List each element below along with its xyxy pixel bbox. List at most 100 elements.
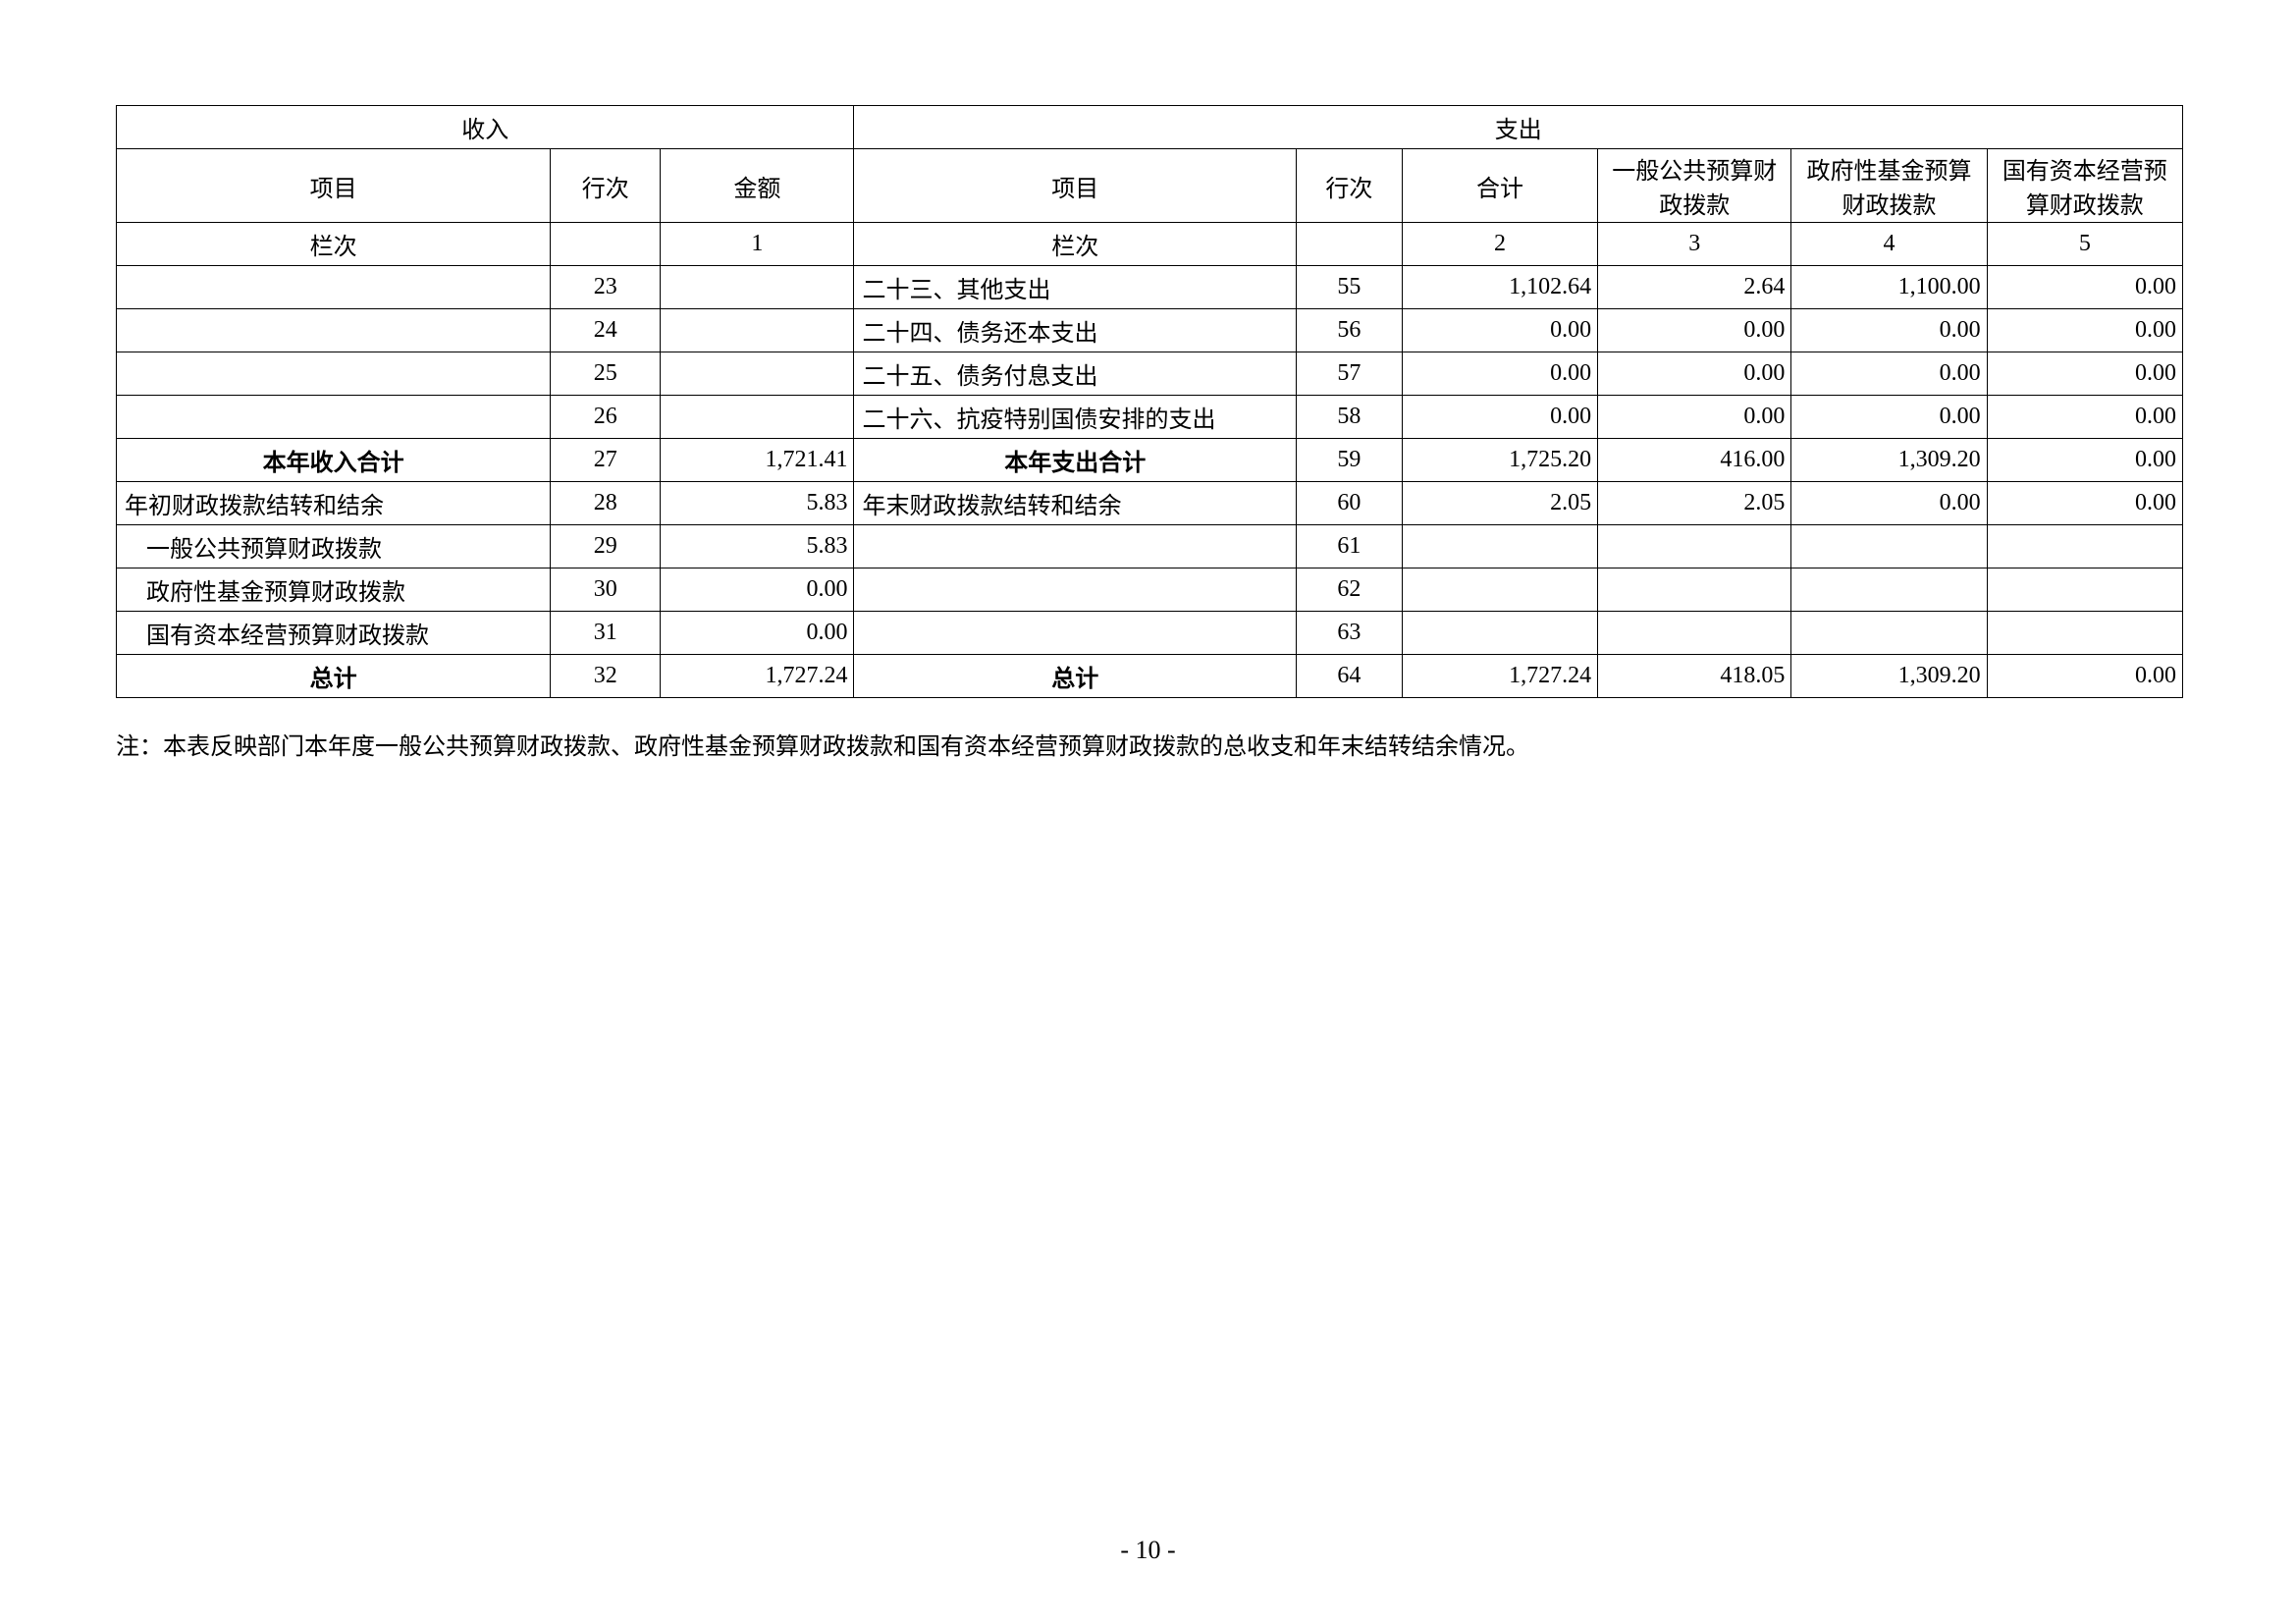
income-amount-cell: 0.00 bbox=[661, 612, 854, 655]
table-row: 国有资本经营预算财政拨款310.0063 bbox=[117, 612, 2183, 655]
income-rownum-cell: 23 bbox=[551, 266, 661, 309]
table-row: 年初财政拨款结转和结余285.83年末财政拨款结转和结余602.052.050.… bbox=[117, 482, 2183, 525]
table-row: 26二十六、抗疫特别国债安排的支出580.000.000.000.00 bbox=[117, 396, 2183, 439]
c5-cell: 0.00 bbox=[1987, 655, 2182, 698]
income-rownum-cell: 31 bbox=[551, 612, 661, 655]
header-expense-group: 支出 bbox=[854, 106, 2183, 149]
income-rownum-cell: 30 bbox=[551, 568, 661, 612]
header-colidx-3: 3 bbox=[1598, 223, 1791, 266]
c4-cell: 1,309.20 bbox=[1791, 439, 1987, 482]
expense-item-cell: 二十三、其他支出 bbox=[854, 266, 1296, 309]
income-amount-cell bbox=[661, 352, 854, 396]
table-row: 24二十四、债务还本支出560.000.000.000.00 bbox=[117, 309, 2183, 352]
total-cell: 1,102.64 bbox=[1402, 266, 1597, 309]
c5-cell bbox=[1987, 525, 2182, 568]
header-colrow-out: 栏次 bbox=[854, 223, 1296, 266]
c3-cell bbox=[1598, 612, 1791, 655]
header-expense-rownum: 行次 bbox=[1296, 149, 1402, 223]
income-item-cell: 总计 bbox=[117, 655, 551, 698]
total-cell: 0.00 bbox=[1402, 352, 1597, 396]
c4-cell: 1,100.00 bbox=[1791, 266, 1987, 309]
income-amount-cell bbox=[661, 266, 854, 309]
expense-item-cell: 二十四、债务还本支出 bbox=[854, 309, 1296, 352]
c4-cell: 0.00 bbox=[1791, 352, 1987, 396]
header-income-group: 收入 bbox=[117, 106, 854, 149]
income-item-cell bbox=[117, 396, 551, 439]
c3-cell: 2.64 bbox=[1598, 266, 1791, 309]
c3-cell: 418.05 bbox=[1598, 655, 1791, 698]
c5-cell: 0.00 bbox=[1987, 266, 2182, 309]
expense-item-cell: 二十六、抗疫特别国债安排的支出 bbox=[854, 396, 1296, 439]
expense-item-cell bbox=[854, 525, 1296, 568]
header-colidx-1: 1 bbox=[661, 223, 854, 266]
table-row: 总计321,727.24总计641,727.24418.051,309.200.… bbox=[117, 655, 2183, 698]
total-cell: 1,727.24 bbox=[1402, 655, 1597, 698]
income-item-cell: 政府性基金预算财政拨款 bbox=[117, 568, 551, 612]
income-item-cell: 本年收入合计 bbox=[117, 439, 551, 482]
table-body: 23二十三、其他支出551,102.642.641,100.000.0024二十… bbox=[117, 266, 2183, 698]
income-item-cell bbox=[117, 352, 551, 396]
c5-cell: 0.00 bbox=[1987, 352, 2182, 396]
expense-rownum-cell: 58 bbox=[1296, 396, 1402, 439]
income-amount-cell: 5.83 bbox=[661, 525, 854, 568]
total-cell: 0.00 bbox=[1402, 309, 1597, 352]
income-amount-cell: 1,727.24 bbox=[661, 655, 854, 698]
c4-cell: 0.00 bbox=[1791, 396, 1987, 439]
expense-item-cell: 二十五、债务付息支出 bbox=[854, 352, 1296, 396]
total-cell: 2.05 bbox=[1402, 482, 1597, 525]
expense-item-cell: 年末财政拨款结转和结余 bbox=[854, 482, 1296, 525]
total-cell: 0.00 bbox=[1402, 396, 1597, 439]
income-item-cell bbox=[117, 309, 551, 352]
c3-cell bbox=[1598, 568, 1791, 612]
c3-cell bbox=[1598, 525, 1791, 568]
c5-cell: 0.00 bbox=[1987, 482, 2182, 525]
income-rownum-cell: 28 bbox=[551, 482, 661, 525]
income-rownum-cell: 25 bbox=[551, 352, 661, 396]
header-blank-in-row bbox=[551, 223, 661, 266]
header-expense-item: 项目 bbox=[854, 149, 1296, 223]
expense-rownum-cell: 62 bbox=[1296, 568, 1402, 612]
footnote: 注：本表反映部门本年度一般公共预算财政拨款、政府性基金预算财政拨款和国有资本经营… bbox=[116, 727, 1529, 761]
header-blank-out-row bbox=[1296, 223, 1402, 266]
page-number: - 10 - bbox=[0, 1536, 2296, 1565]
c4-cell: 1,309.20 bbox=[1791, 655, 1987, 698]
c5-cell: 0.00 bbox=[1987, 439, 2182, 482]
income-rownum-cell: 24 bbox=[551, 309, 661, 352]
header-colidx-2: 2 bbox=[1402, 223, 1597, 266]
expense-rownum-cell: 61 bbox=[1296, 525, 1402, 568]
c3-cell: 2.05 bbox=[1598, 482, 1791, 525]
total-cell bbox=[1402, 568, 1597, 612]
header-colidx-5: 5 bbox=[1987, 223, 2182, 266]
c3-cell: 0.00 bbox=[1598, 309, 1791, 352]
c3-cell: 416.00 bbox=[1598, 439, 1791, 482]
header-colidx-4: 4 bbox=[1791, 223, 1987, 266]
income-item-cell bbox=[117, 266, 551, 309]
expense-rownum-cell: 64 bbox=[1296, 655, 1402, 698]
expense-item-cell bbox=[854, 568, 1296, 612]
budget-table-wrap: 收入 支出 项目 行次 金额 项目 行次 合计 一般公共预算财政拨款 政府性基金… bbox=[116, 105, 2183, 698]
income-item-cell: 年初财政拨款结转和结余 bbox=[117, 482, 551, 525]
c5-cell bbox=[1987, 568, 2182, 612]
expense-rownum-cell: 59 bbox=[1296, 439, 1402, 482]
table-row: 一般公共预算财政拨款295.8361 bbox=[117, 525, 2183, 568]
header-col3: 一般公共预算财政拨款 bbox=[1598, 149, 1791, 223]
expense-item-cell: 总计 bbox=[854, 655, 1296, 698]
budget-table: 收入 支出 项目 行次 金额 项目 行次 合计 一般公共预算财政拨款 政府性基金… bbox=[116, 105, 2183, 698]
c4-cell bbox=[1791, 568, 1987, 612]
income-amount-cell: 0.00 bbox=[661, 568, 854, 612]
header-income-amount: 金额 bbox=[661, 149, 854, 223]
expense-rownum-cell: 57 bbox=[1296, 352, 1402, 396]
income-rownum-cell: 27 bbox=[551, 439, 661, 482]
c4-cell bbox=[1791, 612, 1987, 655]
header-col5: 国有资本经营预算财政拨款 bbox=[1987, 149, 2182, 223]
income-item-cell: 国有资本经营预算财政拨款 bbox=[117, 612, 551, 655]
expense-rownum-cell: 55 bbox=[1296, 266, 1402, 309]
income-rownum-cell: 32 bbox=[551, 655, 661, 698]
income-rownum-cell: 29 bbox=[551, 525, 661, 568]
c4-cell: 0.00 bbox=[1791, 482, 1987, 525]
c3-cell: 0.00 bbox=[1598, 352, 1791, 396]
header-expense-total: 合计 bbox=[1402, 149, 1597, 223]
table-row: 23 二十三、其他支出551,102.642.641,100.000.00 bbox=[117, 266, 2183, 309]
header-income-item: 项目 bbox=[117, 149, 551, 223]
header-colrow-in: 栏次 bbox=[117, 223, 551, 266]
